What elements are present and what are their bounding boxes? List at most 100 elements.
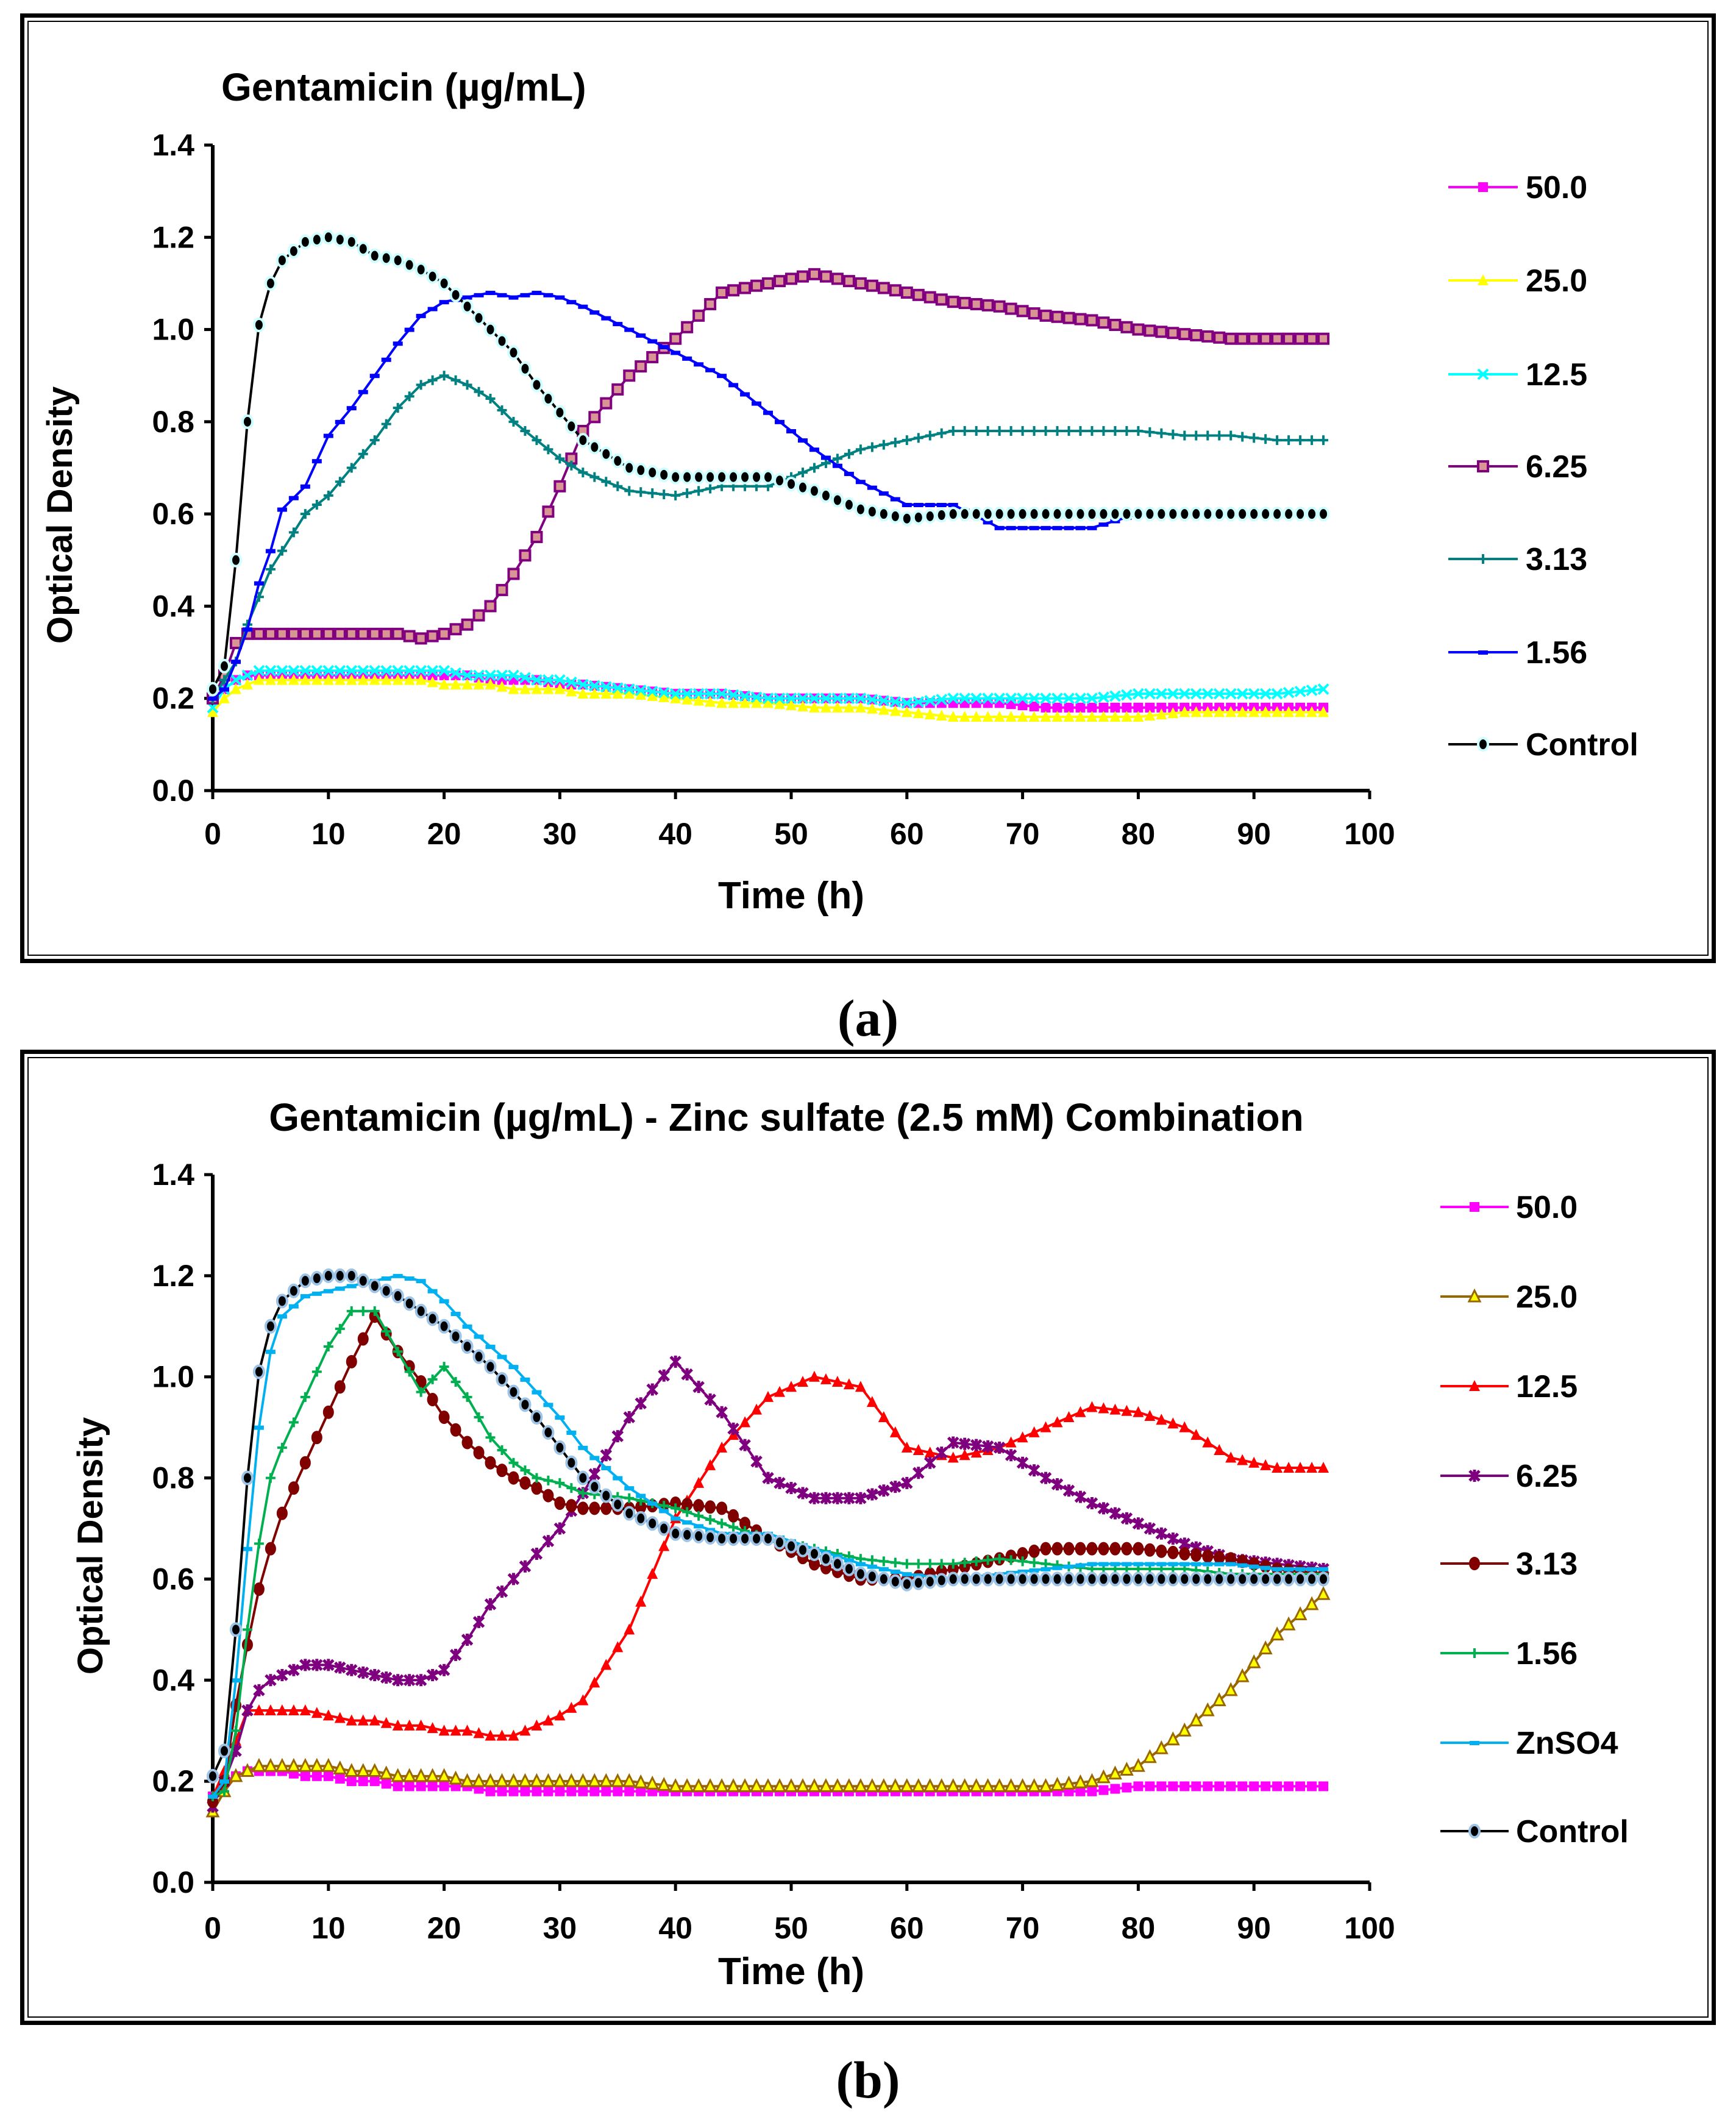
legend-item: 50.0 <box>1448 170 1587 205</box>
y-tick-label: 1.4 <box>152 1158 194 1192</box>
data-point <box>484 600 497 613</box>
data-point <box>392 674 404 685</box>
series-control <box>207 1268 1330 1784</box>
data-point <box>518 1773 532 1787</box>
data-point <box>936 503 947 508</box>
data-point <box>1017 1431 1028 1443</box>
data-point <box>1062 507 1075 522</box>
data-point <box>911 1778 926 1792</box>
data-point <box>335 477 345 487</box>
x-tick-label: 70 <box>1006 1911 1040 1945</box>
data-point <box>1132 1517 1145 1530</box>
data-point <box>381 419 391 429</box>
data-point <box>610 1773 625 1787</box>
data-point <box>322 664 335 677</box>
data-point <box>507 1773 521 1787</box>
data-point <box>624 1623 635 1635</box>
data-point <box>1156 428 1167 438</box>
data-point <box>889 284 902 297</box>
data-point <box>299 1273 311 1289</box>
data-point <box>1052 702 1062 713</box>
data-point <box>426 630 439 642</box>
data-point <box>981 1440 994 1453</box>
data-point <box>739 1416 751 1428</box>
data-point <box>1075 1786 1086 1796</box>
data-point <box>276 627 288 640</box>
data-point <box>750 1531 763 1546</box>
data-point <box>923 1456 936 1469</box>
data-point <box>1226 430 1236 441</box>
data-point <box>276 664 288 677</box>
data-point <box>1213 507 1226 522</box>
data-point <box>1272 1461 1283 1473</box>
data-point <box>613 322 623 327</box>
data-point <box>531 1719 542 1731</box>
data-point <box>1190 706 1202 717</box>
data-point <box>1120 507 1133 522</box>
data-point <box>334 1380 346 1394</box>
data-point <box>287 627 300 640</box>
data-point <box>439 1362 449 1372</box>
data-point <box>346 1776 357 1787</box>
data-point <box>1261 434 1271 444</box>
data-point <box>461 669 473 681</box>
data-point <box>1155 507 1168 522</box>
data-point <box>831 692 844 705</box>
data-point <box>795 1778 810 1792</box>
data-point <box>1167 707 1179 719</box>
data-point <box>254 1539 264 1549</box>
data-point <box>449 287 462 302</box>
data-point <box>1167 1571 1179 1587</box>
data-point <box>1029 425 1039 436</box>
data-point <box>322 1268 335 1283</box>
data-point <box>727 1531 740 1546</box>
data-point <box>1212 1692 1226 1706</box>
data-point <box>1086 1571 1098 1587</box>
data-point <box>253 1684 265 1696</box>
data-point <box>263 1757 278 1772</box>
data-point <box>1190 688 1202 700</box>
data-point <box>865 1778 880 1792</box>
data-point <box>322 674 334 685</box>
data-point <box>855 1562 866 1567</box>
data-point <box>461 618 474 631</box>
data-point <box>1190 329 1203 342</box>
data-point <box>1237 1454 1248 1465</box>
data-point <box>542 1489 554 1503</box>
data-point <box>333 627 346 640</box>
data-point <box>1294 332 1307 345</box>
data-point <box>1249 433 1259 443</box>
data-point <box>1062 311 1075 324</box>
data-point <box>728 697 739 708</box>
data-point <box>323 1771 333 1781</box>
data-point <box>450 667 461 679</box>
data-point <box>807 1778 822 1792</box>
data-point <box>1121 689 1133 701</box>
data-point <box>692 688 705 700</box>
data-point <box>786 699 797 711</box>
data-point <box>958 1778 972 1792</box>
data-point <box>333 232 346 247</box>
data-point <box>356 1763 371 1777</box>
data-point <box>831 493 844 508</box>
data-point <box>1039 507 1052 522</box>
legend-marker <box>1478 650 1488 655</box>
data-point <box>1167 327 1179 340</box>
data-point <box>959 692 971 705</box>
data-point <box>368 1668 381 1681</box>
data-point <box>472 310 485 326</box>
data-point <box>1074 1490 1087 1503</box>
data-point <box>774 1476 786 1489</box>
data-point <box>1307 1781 1317 1792</box>
data-point <box>994 525 1005 530</box>
data-point <box>1122 702 1132 713</box>
series-3-13 <box>207 1309 1329 1809</box>
data-point <box>1177 1722 1192 1737</box>
data-point <box>959 710 970 722</box>
data-point <box>613 1476 623 1481</box>
data-point <box>934 1778 949 1792</box>
data-point <box>369 1306 380 1316</box>
legend-marker <box>1470 1202 1479 1212</box>
data-point <box>704 297 717 310</box>
data-point <box>820 458 831 468</box>
